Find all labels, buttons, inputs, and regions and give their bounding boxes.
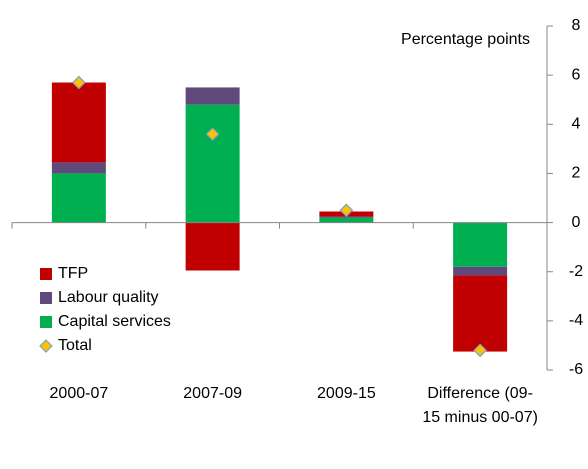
bar-segment [51, 173, 106, 223]
bar-segment [319, 217, 374, 223]
y-tick-label: 6 [572, 66, 581, 83]
legend-swatch [40, 292, 52, 304]
legend-swatch [39, 339, 53, 353]
total-marker [473, 343, 487, 358]
legend-label: Labour quality [58, 289, 159, 306]
x-tick-label: 2007-09 [183, 385, 242, 402]
legend-swatch [40, 316, 52, 328]
y-tick-label: -4 [569, 312, 583, 329]
bar-segment [185, 222, 240, 271]
y-tick-label: -6 [569, 361, 583, 378]
bar-segment [51, 162, 106, 174]
legend-swatch [40, 268, 52, 280]
bar-segment [453, 266, 508, 276]
bar-segment [453, 222, 508, 267]
y-tick-label: 0 [572, 214, 581, 231]
y-tick-label: 2 [572, 165, 581, 182]
legend-label: TFP [58, 265, 88, 282]
x-tick-label: 2009-15 [317, 385, 376, 402]
bar-segment [185, 87, 240, 105]
y-tick-label: 8 [572, 17, 581, 34]
bar-segment [185, 104, 240, 223]
y-tick-label: 4 [572, 116, 581, 133]
total-marker [72, 75, 86, 90]
legend-label: Capital services [58, 313, 171, 330]
legend-label: Total [58, 337, 92, 354]
y-axis-label: Percentage points [401, 31, 530, 48]
total-marker [205, 127, 220, 141]
total-marker [339, 203, 354, 218]
x-tick-label: 2000-07 [49, 385, 109, 402]
bar-segment [51, 82, 106, 163]
bar-segment [453, 275, 508, 352]
x-tick-label: Difference (09-15 minus 00-07) [422, 385, 538, 426]
y-tick-label: -2 [569, 263, 583, 280]
